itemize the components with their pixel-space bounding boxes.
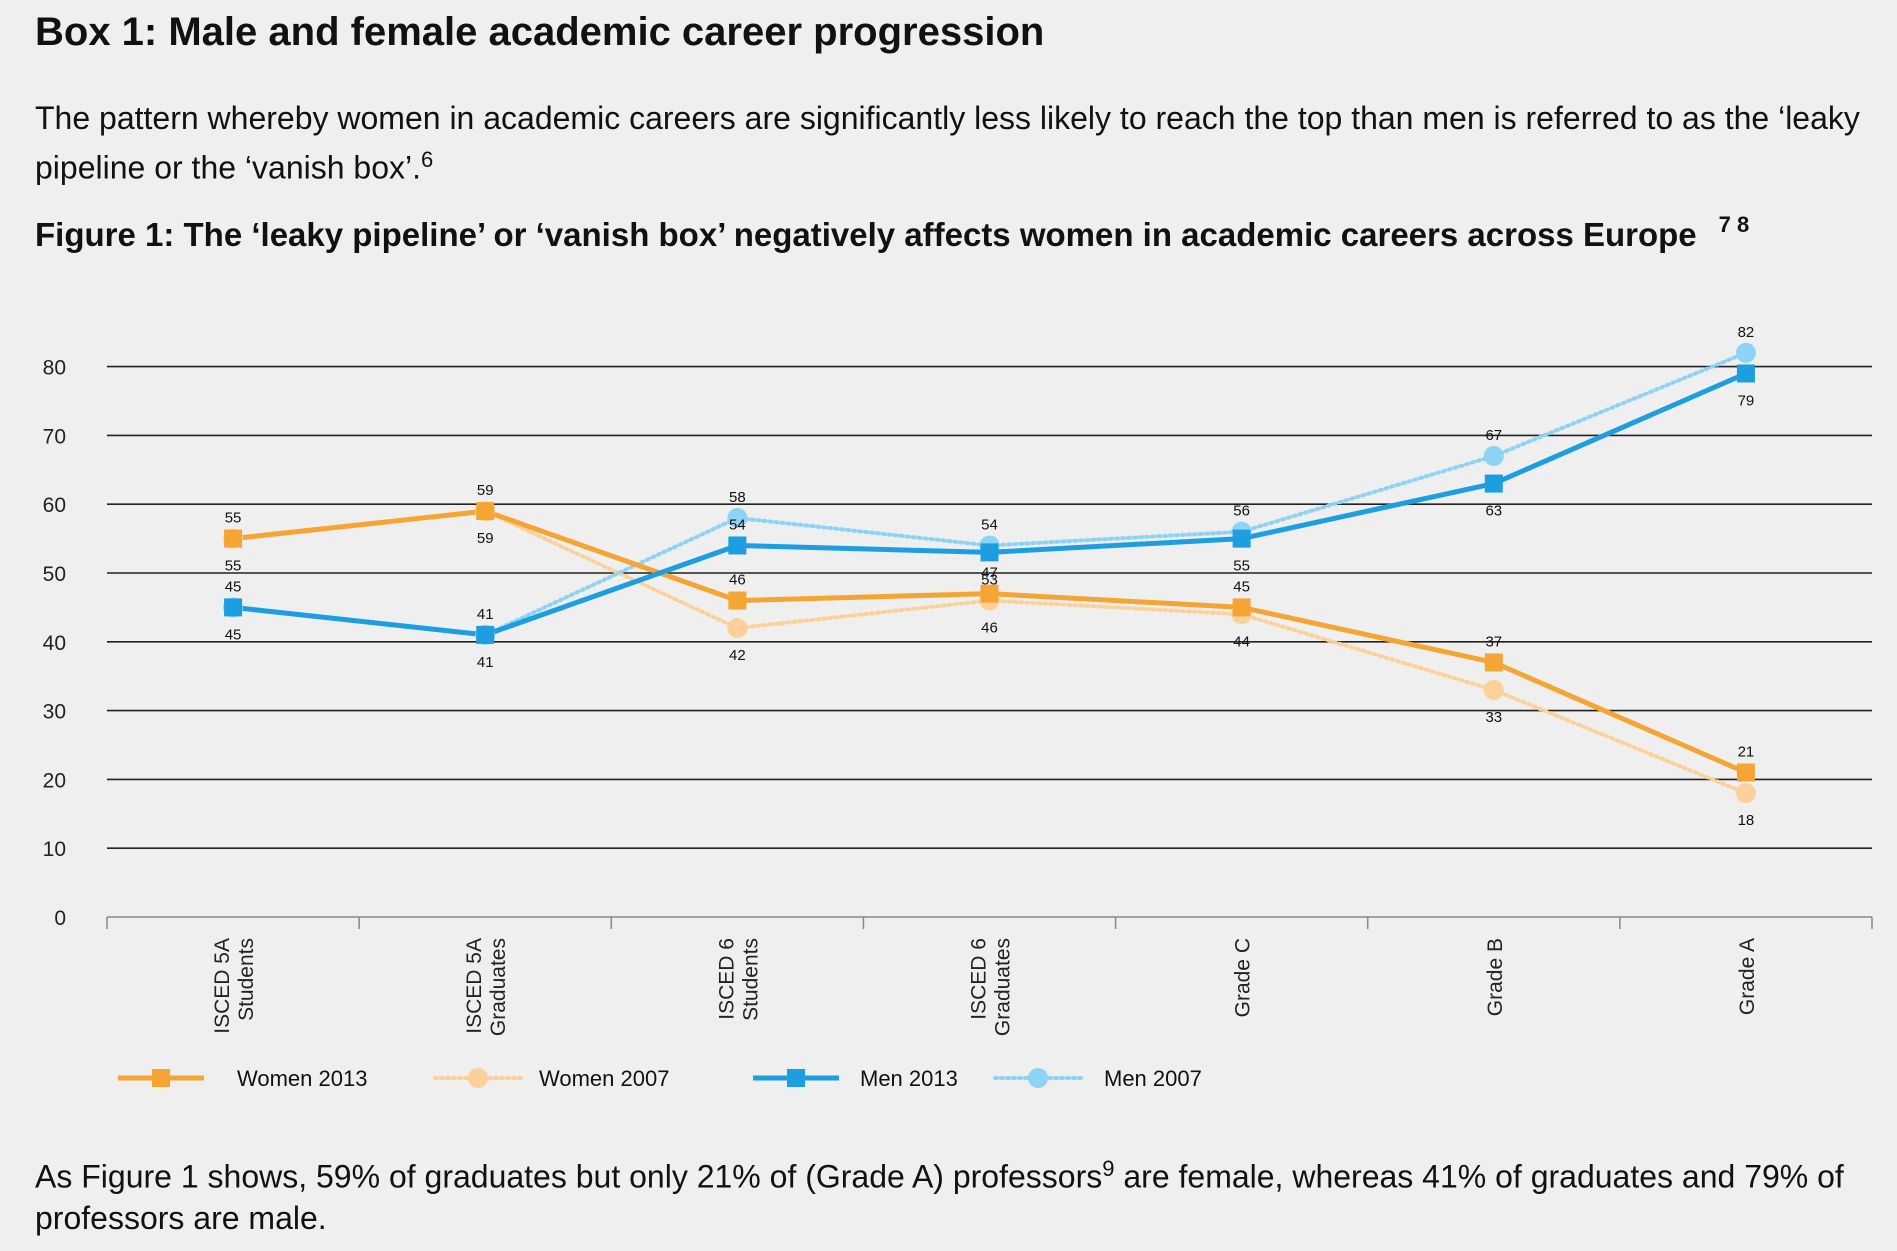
y-tick-label: 80: [43, 357, 66, 380]
legend-swatch-marker: [152, 1069, 170, 1087]
data-point-marker: [980, 543, 999, 562]
data-point-marker: [727, 618, 748, 639]
data-label: 63: [1485, 503, 1502, 520]
data-label: 55: [1233, 558, 1250, 575]
legend-label: Men 2007: [1104, 1066, 1202, 1091]
data-point-marker: [1736, 763, 1755, 782]
x-category-label: ISCED 6: [715, 938, 738, 1020]
box-title: Box 1: Male and female academic career p…: [35, 10, 1045, 54]
data-point-marker: [728, 591, 747, 610]
data-label: 67: [1485, 427, 1502, 444]
data-label: 46: [729, 572, 746, 589]
data-point-marker: [224, 598, 243, 617]
x-category-label: Grade C: [1232, 938, 1255, 1017]
figure-title-text: Figure 1: The ‘leaky pipeline’ or ‘vanis…: [35, 216, 1697, 253]
intro-footnote: 6: [421, 147, 434, 172]
data-label: 42: [729, 647, 746, 664]
data-label: 47: [981, 565, 998, 582]
figure-title: Figure 1: The ‘leaky pipeline’ or ‘vanis…: [35, 212, 1749, 254]
data-label: 18: [1738, 812, 1755, 829]
data-label: 44: [1233, 633, 1250, 650]
y-tick-label: 10: [43, 838, 66, 861]
data-point-marker: [1484, 474, 1503, 493]
data-label: 54: [729, 516, 746, 533]
data-point-marker: [1484, 653, 1503, 672]
legend-label: Women 2013: [237, 1066, 367, 1091]
legend-swatch-marker: [1028, 1068, 1048, 1088]
legend-label: Men 2013: [860, 1066, 958, 1091]
data-point-marker: [476, 625, 495, 644]
data-label: 21: [1738, 744, 1755, 761]
data-label: 41: [477, 606, 494, 623]
data-label: 56: [1233, 503, 1250, 520]
data-label: 41: [477, 654, 494, 671]
x-category-label: ISCED 5A: [463, 938, 486, 1034]
data-point-marker: [1735, 783, 1756, 804]
data-point-marker: [1735, 342, 1756, 363]
y-tick-label: 50: [43, 563, 66, 586]
data-label: 82: [1738, 324, 1755, 341]
data-point-marker: [1232, 598, 1251, 617]
data-label: 45: [225, 626, 242, 643]
x-category-label: Graduates: [487, 938, 510, 1036]
data-label: 55: [225, 558, 242, 575]
data-label: 55: [225, 510, 242, 527]
y-tick-label: 40: [43, 632, 66, 655]
data-label: 59: [477, 530, 494, 547]
data-label: 58: [729, 489, 746, 506]
intro-paragraph: The pattern whereby women in academic ca…: [35, 98, 1885, 189]
data-label: 54: [981, 516, 998, 533]
y-tick-label: 0: [54, 907, 66, 930]
data-label: 45: [1233, 578, 1250, 595]
y-tick-label: 60: [43, 494, 66, 517]
x-category-label: ISCED 6: [968, 938, 991, 1020]
x-category-label: Students: [739, 938, 762, 1021]
data-label: 53: [981, 571, 998, 588]
outro-footnote: 9: [1102, 1156, 1115, 1181]
data-point-marker: [980, 584, 999, 603]
x-category-label: Grade B: [1484, 938, 1507, 1016]
outro-text-after: are female, whereas 41% of graduates and…: [35, 1158, 1844, 1236]
x-category-label: Grade A: [1736, 938, 1759, 1015]
intro-text: The pattern whereby women in academic ca…: [35, 100, 1860, 186]
x-category-label: Students: [235, 938, 258, 1021]
data-point-marker: [476, 502, 495, 521]
y-tick-label: 20: [43, 769, 66, 792]
y-tick-label: 70: [43, 425, 66, 448]
data-point-marker: [1232, 529, 1251, 548]
figure-footnotes: 7 8: [1718, 212, 1750, 237]
data-point-marker: [1483, 679, 1504, 700]
outro-paragraph: As Figure 1 shows, 59% of graduates but …: [35, 1148, 1885, 1239]
x-category-label: Graduates: [992, 938, 1015, 1036]
legend-swatch-marker: [787, 1069, 805, 1087]
data-label: 33: [1485, 709, 1502, 726]
y-tick-label: 30: [43, 701, 66, 724]
data-label: 79: [1738, 392, 1755, 409]
legend-swatch-marker: [468, 1068, 488, 1088]
data-point-marker: [1483, 446, 1504, 467]
data-label: 59: [477, 482, 494, 499]
x-category-label: ISCED 5A: [211, 938, 234, 1034]
outro-text-before: As Figure 1 shows, 59% of graduates but …: [35, 1158, 1103, 1195]
data-point-marker: [224, 529, 243, 548]
data-point-marker: [728, 536, 747, 555]
legend-label: Women 2007: [539, 1066, 669, 1091]
data-point-marker: [1736, 364, 1755, 383]
data-label: 46: [981, 620, 998, 637]
data-label: 45: [225, 578, 242, 595]
data-point-marker: [727, 507, 748, 528]
data-label: 37: [1485, 633, 1502, 650]
